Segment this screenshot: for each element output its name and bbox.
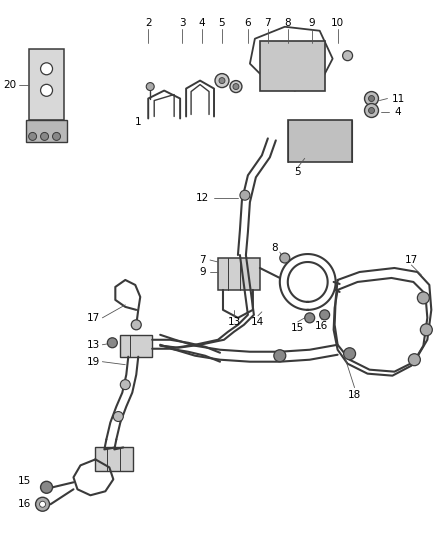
Bar bbox=[288, 120, 352, 163]
Bar bbox=[28, 49, 64, 120]
Text: 9: 9 bbox=[308, 18, 315, 28]
Circle shape bbox=[35, 497, 49, 511]
Circle shape bbox=[230, 80, 242, 93]
Text: 14: 14 bbox=[251, 317, 265, 327]
Circle shape bbox=[41, 63, 53, 75]
Circle shape bbox=[131, 320, 141, 330]
Text: 15: 15 bbox=[18, 477, 31, 486]
Circle shape bbox=[368, 108, 374, 114]
Text: 17: 17 bbox=[405, 255, 418, 265]
Text: 13: 13 bbox=[87, 340, 100, 350]
Circle shape bbox=[420, 324, 432, 336]
Text: 13: 13 bbox=[227, 317, 240, 327]
Circle shape bbox=[146, 83, 154, 91]
Circle shape bbox=[120, 379, 130, 390]
Circle shape bbox=[364, 92, 378, 106]
Text: 6: 6 bbox=[244, 18, 251, 28]
Circle shape bbox=[320, 310, 330, 320]
Text: 15: 15 bbox=[291, 323, 304, 333]
Circle shape bbox=[41, 132, 49, 140]
Text: 4: 4 bbox=[395, 108, 401, 117]
Circle shape bbox=[107, 338, 117, 348]
Text: 7: 7 bbox=[199, 255, 206, 265]
Circle shape bbox=[240, 190, 250, 200]
Text: 9: 9 bbox=[199, 267, 206, 277]
Circle shape bbox=[219, 78, 225, 84]
Circle shape bbox=[39, 501, 46, 507]
Circle shape bbox=[113, 411, 124, 422]
Text: 3: 3 bbox=[179, 18, 185, 28]
Bar bbox=[120, 335, 152, 357]
Text: 11: 11 bbox=[392, 93, 405, 103]
Circle shape bbox=[41, 481, 53, 493]
Bar bbox=[260, 41, 325, 91]
Bar bbox=[95, 447, 133, 471]
Circle shape bbox=[364, 103, 378, 117]
Text: 12: 12 bbox=[195, 193, 208, 203]
Circle shape bbox=[280, 253, 290, 263]
Text: 5: 5 bbox=[294, 167, 301, 177]
Text: 8: 8 bbox=[271, 243, 278, 253]
Text: 7: 7 bbox=[265, 18, 271, 28]
Text: 20: 20 bbox=[4, 79, 17, 90]
Circle shape bbox=[274, 350, 286, 362]
Circle shape bbox=[343, 51, 353, 61]
Circle shape bbox=[215, 74, 229, 87]
Circle shape bbox=[305, 313, 314, 323]
Circle shape bbox=[408, 354, 420, 366]
Circle shape bbox=[368, 95, 374, 101]
Text: 16: 16 bbox=[315, 321, 328, 331]
Circle shape bbox=[28, 132, 37, 140]
Circle shape bbox=[343, 348, 356, 360]
Text: 16: 16 bbox=[18, 499, 31, 509]
Text: 4: 4 bbox=[199, 18, 205, 28]
Text: 18: 18 bbox=[348, 390, 361, 400]
Text: 17: 17 bbox=[87, 313, 100, 323]
Circle shape bbox=[233, 84, 239, 90]
Bar bbox=[218, 258, 260, 290]
Circle shape bbox=[417, 292, 429, 304]
Text: 2: 2 bbox=[145, 18, 152, 28]
Text: 1: 1 bbox=[135, 117, 141, 127]
Bar bbox=[25, 120, 67, 142]
Circle shape bbox=[53, 132, 60, 140]
Text: 19: 19 bbox=[87, 357, 100, 367]
Text: 8: 8 bbox=[284, 18, 291, 28]
Text: 10: 10 bbox=[331, 18, 344, 28]
Text: 5: 5 bbox=[219, 18, 225, 28]
Circle shape bbox=[41, 84, 53, 96]
